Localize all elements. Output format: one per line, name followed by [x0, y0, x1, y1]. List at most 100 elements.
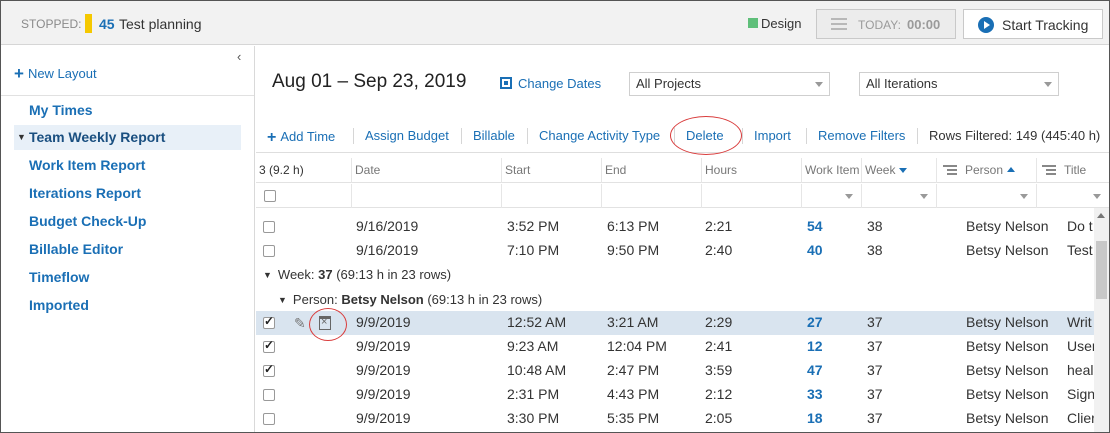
column-header-end[interactable]: End	[605, 163, 627, 177]
sidebar-item-budget-check-up[interactable]: Budget Check-Up	[29, 213, 147, 229]
start-tracking-button[interactable]: Start Tracking	[963, 9, 1103, 39]
vertical-scrollbar[interactable]	[1094, 208, 1109, 432]
group-by-icon[interactable]	[943, 165, 957, 175]
change-activity-type-button[interactable]: Change Activity Type	[539, 128, 661, 143]
today-counter[interactable]: TODAY: 00:00	[816, 9, 956, 39]
cell-person: Betsy Nelson	[966, 410, 1049, 426]
list-icon	[831, 17, 847, 31]
column-divider	[936, 158, 937, 183]
column-header-start[interactable]: Start	[505, 163, 531, 177]
cell-title: Test	[1067, 242, 1093, 258]
sidebar-item-my-times[interactable]: My Times	[29, 102, 93, 118]
sidebar-item-billable-editor[interactable]: Billable Editor	[29, 241, 124, 257]
title-filter[interactable]	[1037, 184, 1109, 208]
iterations-select[interactable]: All Iterations	[859, 72, 1059, 96]
column-header-date[interactable]: Date	[355, 163, 381, 177]
play-icon	[978, 17, 994, 33]
activity-type-label[interactable]: Design	[761, 16, 802, 31]
sidebar-item-timeflow[interactable]: Timeflow	[29, 269, 90, 285]
cell-title: Sign	[1067, 386, 1096, 402]
person-filter[interactable]	[937, 184, 1037, 208]
cell-date: 9/9/2019	[356, 410, 411, 426]
cell-start: 3:52 PM	[507, 218, 560, 234]
hours-filter[interactable]	[702, 184, 802, 208]
trash-highlight-circle	[309, 308, 347, 341]
new-layout-button[interactable]: + New Layout	[14, 63, 97, 83]
select-all-checkbox[interactable]	[264, 190, 276, 202]
today-label: TODAY:	[858, 18, 901, 32]
row-checkbox[interactable]	[263, 413, 275, 425]
cell-work-item-link[interactable]: 12	[807, 338, 823, 354]
row-checkbox[interactable]	[263, 338, 275, 353]
column-header-hours[interactable]: Hours	[705, 163, 738, 177]
cell-title: Clier	[1067, 410, 1096, 426]
row-checkbox[interactable]	[263, 221, 275, 233]
cell-work-item-link[interactable]: 40	[807, 242, 823, 258]
cell-start: 2:31 PM	[507, 386, 560, 402]
stopped-work-item-id[interactable]: 45	[99, 16, 115, 32]
pencil-icon[interactable]: ✎	[294, 315, 306, 331]
sidebar-item-team-weekly-report[interactable]: ▼ Team Weekly Report	[14, 125, 241, 150]
table-row[interactable]: 9/9/2019 10:48 AM 2:47 PM 3:59 47 37 Bet…	[256, 359, 1094, 383]
filter-cell-select	[256, 184, 352, 208]
caret-down-icon: ▼	[17, 132, 26, 142]
grid-header: 3 (9.2 h) Date Start End Hours Work Item…	[256, 158, 1109, 183]
work-item-filter[interactable]	[802, 184, 862, 208]
collapse-sidebar-icon[interactable]: ‹	[237, 49, 242, 64]
filter-row	[256, 184, 1109, 208]
add-time-button[interactable]: + Add Time	[267, 128, 335, 146]
table-row[interactable]: 9/9/2019 3:30 PM 5:35 PM 2:05 18 37 Bets…	[256, 407, 1096, 431]
assign-budget-button[interactable]: Assign Budget	[365, 128, 449, 143]
projects-select[interactable]: All Projects	[629, 72, 830, 96]
end-filter[interactable]	[602, 184, 702, 208]
cell-date: 9/9/2019	[356, 338, 411, 354]
sidebar-divider	[1, 95, 254, 96]
cell-work-item-link[interactable]: 54	[807, 218, 823, 234]
column-header-title[interactable]: Title	[1064, 163, 1087, 177]
billable-button[interactable]: Billable	[473, 128, 515, 143]
column-header-person-label: Person	[965, 163, 1004, 177]
cell-work-item-link[interactable]: 47	[807, 362, 823, 378]
column-header-week[interactable]: Week	[865, 163, 908, 177]
calendar-icon[interactable]	[500, 77, 512, 89]
table-row-selected[interactable]: ✎ 9/9/2019 12:52 AM 3:21 AM 2:29 27 37 B…	[256, 311, 1094, 335]
table-row[interactable]: 9/9/2019 2:31 PM 4:43 PM 2:12 33 37 Bets…	[256, 383, 1096, 407]
date-filter[interactable]	[352, 184, 502, 208]
row-checkbox[interactable]	[263, 245, 275, 257]
group-by-icon[interactable]	[1042, 165, 1056, 175]
column-divider	[701, 158, 702, 183]
change-dates-link[interactable]: Change Dates	[518, 76, 602, 91]
row-checkbox[interactable]	[263, 362, 275, 377]
table-row[interactable]: 9/16/2019 3:52 PM 6:13 PM 2:21 54 38 Bet…	[256, 215, 1094, 239]
cell-work-item-link[interactable]: 27	[807, 314, 823, 330]
scroll-thumb[interactable]	[1096, 241, 1107, 299]
cell-title: Writ	[1067, 314, 1092, 330]
cell-date: 9/9/2019	[356, 362, 411, 378]
week-filter[interactable]	[862, 184, 937, 208]
import-button[interactable]: Import	[754, 128, 791, 143]
column-header-work-item[interactable]: Work Item	[805, 163, 860, 177]
stopped-work-item-name[interactable]: Test planning	[119, 16, 202, 32]
start-filter[interactable]	[502, 184, 602, 208]
group-row-week[interactable]: ▼ Week: 37 (69:13 h in 23 rows)	[263, 267, 451, 282]
scroll-up-icon[interactable]	[1097, 213, 1105, 218]
cell-week: 37	[867, 362, 883, 378]
sidebar-item-work-item-report[interactable]: Work Item Report	[29, 157, 146, 173]
cell-end: 4:43 PM	[607, 386, 660, 402]
cell-end: 12:04 PM	[607, 338, 667, 354]
table-row[interactable]: 9/9/2019 9:23 AM 12:04 PM 2:41 12 37 Bet…	[256, 335, 1097, 359]
cell-work-item-link[interactable]: 33	[807, 386, 823, 402]
cell-hours: 2:12	[705, 386, 733, 402]
cell-work-item-link[interactable]: 18	[807, 410, 823, 426]
sidebar-item-iterations-report[interactable]: Iterations Report	[29, 185, 142, 201]
column-divider	[1036, 158, 1037, 183]
column-header-person[interactable]: Person	[965, 163, 1016, 177]
remove-filters-button[interactable]: Remove Filters	[818, 128, 906, 143]
row-checkbox[interactable]	[263, 314, 275, 329]
cell-week: 38	[867, 218, 883, 234]
start-tracking-label: Start Tracking	[1002, 17, 1089, 33]
row-checkbox[interactable]	[263, 389, 275, 401]
group-row-person[interactable]: ▼ Person: Betsy Nelson (69:13 h in 23 row…	[278, 292, 542, 307]
sidebar-item-imported[interactable]: Imported	[29, 297, 89, 313]
table-row[interactable]: 9/16/2019 7:10 PM 9:50 PM 2:40 40 38 Bet…	[256, 239, 1094, 263]
